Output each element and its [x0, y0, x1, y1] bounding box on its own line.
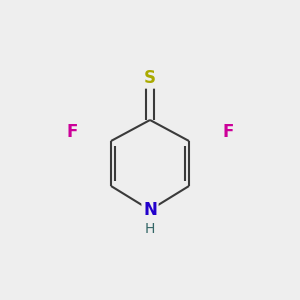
Text: S: S [144, 69, 156, 87]
Text: F: F [222, 123, 234, 141]
Text: H: H [145, 222, 155, 236]
Text: N: N [143, 201, 157, 219]
Text: F: F [66, 123, 78, 141]
